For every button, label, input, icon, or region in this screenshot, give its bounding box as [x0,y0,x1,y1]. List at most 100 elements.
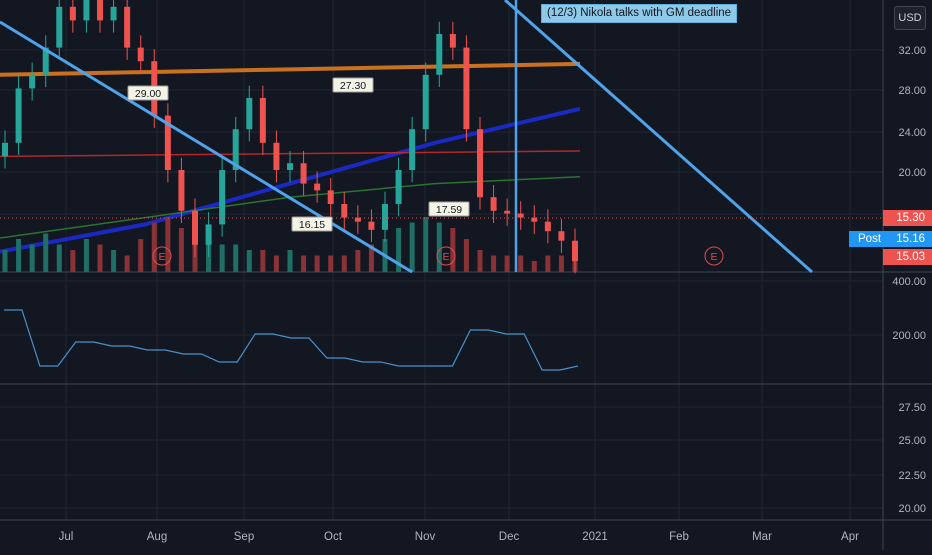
earnings-marker-text: E [710,251,717,263]
moving-average-1 [0,106,581,254]
candle [205,224,212,245]
candle [354,217,361,222]
candle [395,170,402,204]
volume-bar [341,255,347,272]
candle [219,170,226,225]
candle [382,204,388,230]
trendline-descending-right [504,0,813,274]
candle [368,221,375,230]
volume-bar [138,239,144,272]
volume-bar [368,244,374,272]
price-callout-text: 17.59 [436,204,462,216]
candle [42,47,49,75]
volume-bar [178,228,184,272]
volume-bar [504,255,510,272]
candle [56,6,63,48]
time-axis-label: Dec [499,531,520,543]
candle [436,34,443,75]
candle [300,163,307,184]
candle [409,129,416,170]
post-price-value: 15.16 [896,233,925,245]
earnings-marker-text: E [442,251,449,263]
volume-bar [423,217,429,272]
earnings-marker-circle [152,246,172,266]
candle [164,115,171,170]
volume-bar [43,233,49,272]
candle [314,183,321,191]
candle [558,231,565,241]
candle [137,47,144,62]
time-axis-label: Feb [669,531,689,543]
volume-bar [518,255,524,272]
time-axis-label: Sep [234,531,254,543]
volume-bar [463,239,469,272]
candle [463,47,470,130]
price-callout-text: 27.30 [340,80,366,92]
candle [110,6,117,21]
candle [69,6,76,21]
volume-bar [29,244,35,272]
candle [246,97,253,130]
volume-bar [491,255,497,272]
currency-button[interactable]: USD [894,6,926,30]
price-callout-box [127,85,169,101]
trendline-descending-left [0,20,413,274]
volume-bar [328,255,334,272]
price-tick-label: 20.00 [898,167,926,179]
candle [449,34,456,48]
candle [83,0,90,21]
candle [327,190,334,204]
volume-bar [287,250,293,272]
volume-bar [16,239,22,272]
earnings-marker-text: E [158,251,165,263]
volume-bar [558,255,564,272]
volume-bar [545,255,551,272]
candle [2,142,8,157]
indicator-tick-label: 200.00 [892,330,926,342]
volume-bar [246,250,252,272]
price-tick-label: 28.00 [898,85,926,97]
price-callout-box [291,216,333,232]
news-headline-label: (12/3) Nikola talks with GM deadline [541,4,738,23]
candle [422,74,429,130]
candle [531,217,538,222]
indicator2-tick-label: 20.00 [898,503,926,515]
volume-bar [111,250,117,272]
candle [15,88,22,143]
volume-bar [2,250,8,272]
volume-bar [260,250,266,272]
time-axis-label: Aug [147,531,167,543]
volume-bar [477,250,483,272]
price-callout-box [332,77,374,93]
indicator2-tick-label: 22.50 [898,470,926,482]
volume-bar [83,239,89,272]
volume-bar [151,222,157,272]
volume-bar [273,255,279,272]
earnings-marker-circle [436,246,456,266]
price-tick-label: 24.00 [898,127,926,139]
time-axis-label: Mar [752,531,772,543]
indicator-tick-label: 400.00 [892,276,926,288]
volume-bar [436,222,442,272]
time-axis-label: Apr [841,531,859,543]
candle [544,221,551,232]
time-axis-label: Oct [324,531,343,543]
candle [477,129,483,198]
candle [341,204,348,218]
indicator2-tick-label: 25.00 [898,435,926,447]
price-tick-label: 32.00 [898,45,926,57]
candle [490,197,497,211]
candle [287,163,293,170]
candle [504,210,511,214]
volume-bar [56,244,62,272]
volume-bar [233,244,239,272]
volume-bar [531,261,537,272]
volume-bar [396,228,402,272]
candle [273,142,280,170]
candle [178,170,185,211]
volume-bar [165,217,171,272]
low-price-tag: 15.03 [883,249,932,265]
price-callout-text: 29.00 [135,88,161,100]
